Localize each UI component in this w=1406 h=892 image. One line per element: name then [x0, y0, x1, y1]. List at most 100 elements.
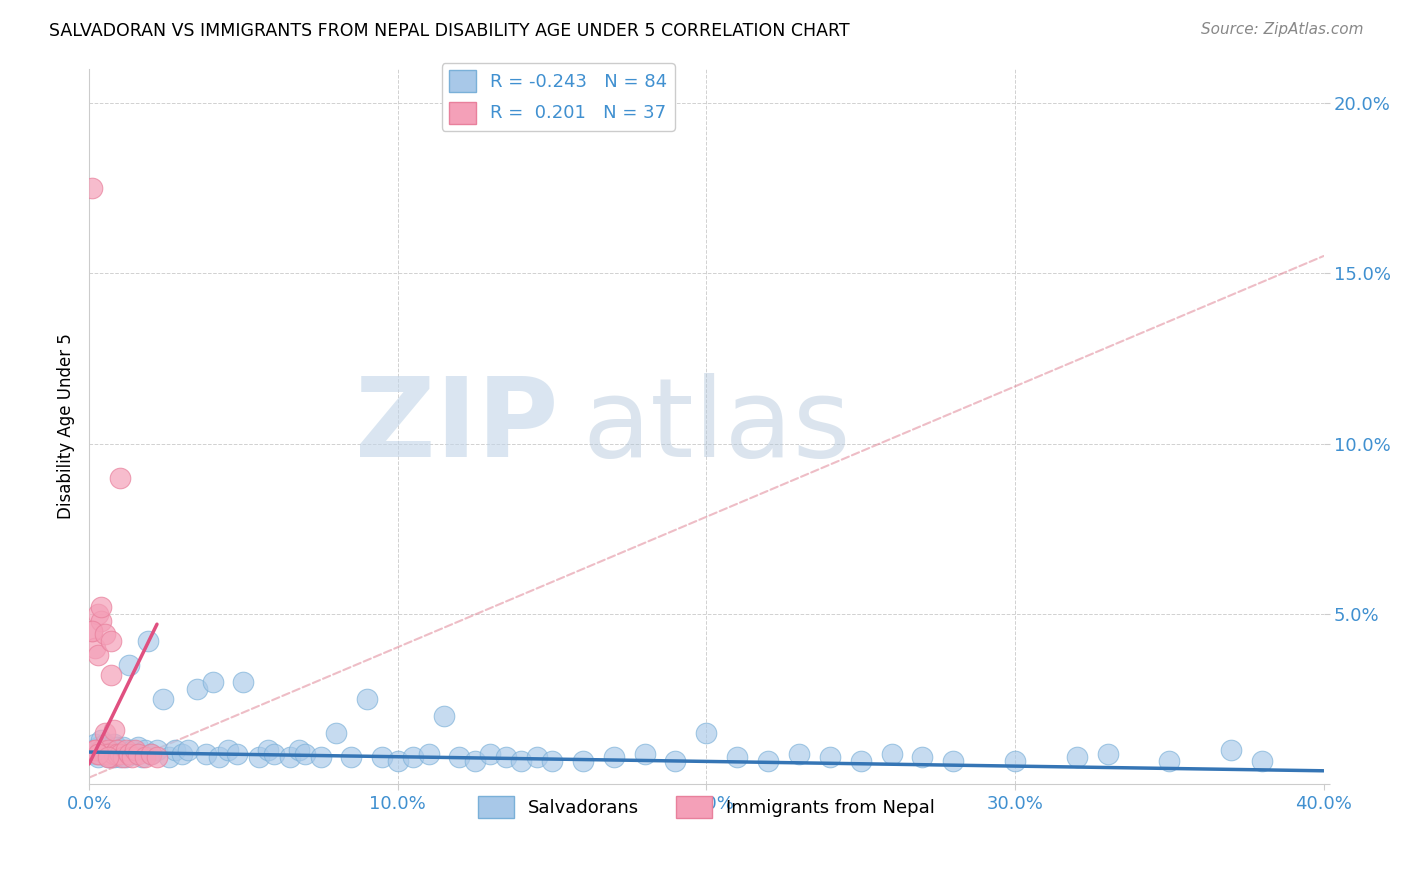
Point	[263, 747, 285, 761]
Point	[103, 750, 125, 764]
Point	[97, 750, 120, 764]
Point	[131, 750, 153, 764]
Point	[111, 739, 134, 754]
Point	[90, 614, 112, 628]
Point	[294, 747, 316, 761]
Point	[93, 747, 115, 761]
Point	[105, 743, 128, 757]
Point	[356, 692, 378, 706]
Point	[87, 607, 110, 621]
Point	[100, 750, 122, 764]
Point	[257, 743, 280, 757]
Point	[87, 739, 110, 754]
Point	[787, 747, 810, 761]
Point	[100, 634, 122, 648]
Point	[340, 750, 363, 764]
Point	[103, 723, 125, 737]
Point	[664, 754, 686, 768]
Point	[541, 754, 564, 768]
Point	[121, 743, 143, 757]
Point	[100, 668, 122, 682]
Point	[195, 747, 218, 761]
Point	[115, 750, 138, 764]
Point	[526, 750, 548, 764]
Point	[849, 754, 872, 768]
Point	[186, 681, 208, 696]
Point	[100, 743, 122, 757]
Point	[756, 754, 779, 768]
Text: Source: ZipAtlas.com: Source: ZipAtlas.com	[1201, 22, 1364, 37]
Point	[97, 739, 120, 754]
Point	[387, 754, 409, 768]
Point	[226, 747, 249, 761]
Point	[93, 726, 115, 740]
Point	[87, 750, 110, 764]
Point	[880, 747, 903, 761]
Point	[124, 747, 146, 761]
Y-axis label: Disability Age Under 5: Disability Age Under 5	[58, 334, 75, 519]
Point	[103, 737, 125, 751]
Point	[127, 747, 149, 761]
Point	[510, 754, 533, 768]
Point	[371, 750, 394, 764]
Point	[152, 692, 174, 706]
Point	[100, 747, 122, 761]
Text: SALVADORAN VS IMMIGRANTS FROM NEPAL DISABILITY AGE UNDER 5 CORRELATION CHART: SALVADORAN VS IMMIGRANTS FROM NEPAL DISA…	[49, 22, 849, 40]
Point	[118, 747, 141, 761]
Point	[108, 747, 131, 761]
Legend: Salvadorans, Immigrants from Nepal: Salvadorans, Immigrants from Nepal	[471, 789, 942, 825]
Point	[603, 750, 626, 764]
Point	[165, 743, 187, 757]
Point	[111, 747, 134, 761]
Point	[115, 743, 138, 757]
Point	[201, 675, 224, 690]
Point	[402, 750, 425, 764]
Point	[84, 743, 107, 757]
Point	[818, 750, 841, 764]
Point	[288, 743, 311, 757]
Point	[84, 641, 107, 656]
Point	[97, 747, 120, 761]
Text: ZIP: ZIP	[354, 373, 558, 480]
Point	[93, 743, 115, 757]
Point	[177, 743, 200, 757]
Point	[90, 600, 112, 615]
Point	[146, 743, 169, 757]
Point	[325, 726, 347, 740]
Text: atlas: atlas	[583, 373, 852, 480]
Point	[84, 743, 107, 757]
Point	[105, 747, 128, 761]
Point	[247, 750, 270, 764]
Point	[82, 624, 104, 638]
Point	[633, 747, 655, 761]
Point	[97, 750, 120, 764]
Point	[87, 747, 110, 761]
Point	[309, 750, 332, 764]
Point	[103, 747, 125, 761]
Point	[1250, 754, 1272, 768]
Point	[93, 737, 115, 751]
Point	[278, 750, 301, 764]
Point	[418, 747, 440, 761]
Point	[127, 739, 149, 754]
Point	[695, 726, 717, 740]
Point	[139, 747, 162, 761]
Point	[1220, 743, 1243, 757]
Point	[170, 747, 193, 761]
Point	[108, 750, 131, 764]
Point	[93, 627, 115, 641]
Point	[84, 747, 107, 761]
Point	[433, 709, 456, 723]
Point	[1159, 754, 1181, 768]
Point	[208, 750, 231, 764]
Point	[82, 181, 104, 195]
Point	[118, 658, 141, 673]
Point	[105, 747, 128, 761]
Point	[136, 634, 159, 648]
Point	[139, 747, 162, 761]
Point	[90, 743, 112, 757]
Point	[82, 624, 104, 638]
Point	[217, 743, 239, 757]
Point	[97, 743, 120, 757]
Point	[124, 743, 146, 757]
